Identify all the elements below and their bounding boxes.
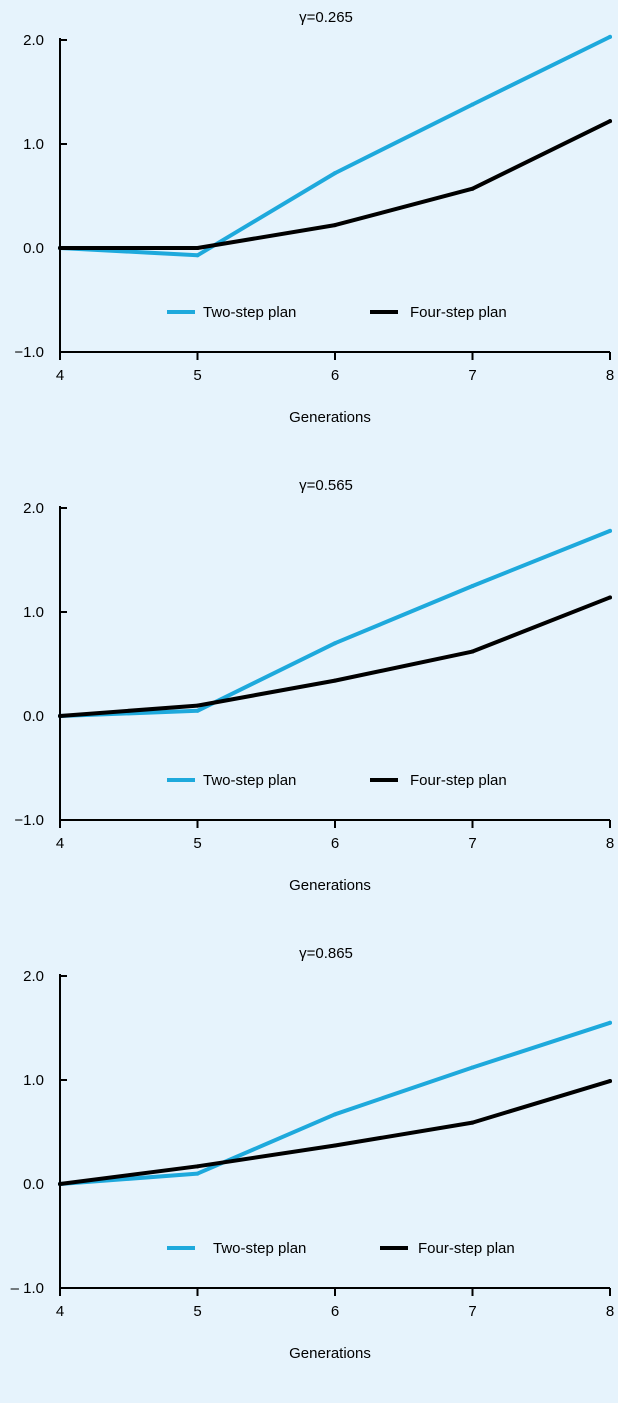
data-point [195,246,200,250]
data-point [333,171,337,176]
x-tick-label: 8 [606,367,614,384]
y-tick-label: 0.0 [23,240,44,257]
x-tick-label: 7 [468,835,476,852]
x-tick-label: 6 [331,1303,339,1320]
y-tick-label: 2.0 [23,500,44,517]
y-tick-label: 0.0 [23,1176,44,1193]
y-tick-label: 2.0 [23,968,44,985]
x-tick-label: 8 [606,835,614,852]
x-tick-label: 4 [56,835,64,852]
data-point [608,119,612,124]
y-tick-label: −1.0 [14,812,44,829]
x-tick-label: 5 [193,835,201,852]
x-tick-label: 8 [606,1303,614,1320]
data-point [195,703,200,708]
series-line-four-step-plan [58,119,612,250]
series-line-two-step-plan [58,1020,612,1186]
y-tick-label: −1.0 [14,344,44,361]
y-tick-label: 2.0 [23,32,44,49]
x-tick-label: 5 [193,1303,201,1320]
x-axis-label: Generations [289,877,371,894]
x-tick-label: 7 [468,1303,476,1320]
series-line-two-step-plan [58,34,612,258]
legend-label: Four-step plan [410,304,507,321]
legend-label: Two-step plan [203,304,296,321]
data-point [608,1020,612,1025]
data-point [608,528,612,533]
line-chart-2: γ=0.565 2.0 1.0 0.0 −1.0 4 5 6 7 8 Generations Two-… [14,477,614,894]
legend-label: Two-step plan [213,1240,306,1257]
data-point [333,223,337,228]
data-point [470,584,475,588]
series-line-four-step-plan [58,1079,612,1186]
data-point [470,186,475,191]
data-point [608,595,612,600]
y-tick-label: – 1.0 [11,1280,44,1297]
data-point [195,708,200,713]
data-point [195,1164,200,1169]
x-tick-label: 4 [56,367,64,384]
chart-title: γ=0.865 [299,945,353,962]
line-chart-1: γ=0.265 2.0 1.0 0.0 −1.0 4 5 6 7 8 Generations Two-… [14,9,614,426]
data-point [608,1079,612,1084]
legend-label: Four-step plan [410,772,507,789]
data-point [58,246,62,250]
chart-title: γ=0.565 [299,477,353,494]
y-tick-label: 0.0 [23,708,44,725]
data-point [470,1120,475,1125]
y-tick-label: 1.0 [23,1072,44,1089]
x-tick-label: 6 [331,367,339,384]
legend-label: Two-step plan [203,772,296,789]
x-tick-label: 6 [331,835,339,852]
y-tick-label: 1.0 [23,604,44,621]
data-point [333,678,337,683]
data-point [195,1171,200,1176]
series-line-two-step-plan [58,528,612,718]
legend-label: Four-step plan [418,1240,515,1257]
x-tick-label: 7 [468,367,476,384]
x-axis-label: Generations [289,409,371,426]
data-point [470,102,475,107]
data-point [608,34,612,39]
data-point [195,253,200,258]
data-point [470,1065,475,1070]
data-point [333,1143,337,1148]
data-point [470,649,475,654]
data-point [58,1182,62,1186]
x-tick-label: 4 [56,1303,64,1320]
x-axis-label: Generations [289,1345,371,1362]
series-line-four-step-plan [58,595,612,718]
y-tick-label: 1.0 [23,136,44,153]
data-point [58,714,62,718]
data-point [333,641,337,646]
x-tick-label: 5 [193,367,201,384]
line-chart-3: γ=0.865 2.0 1.0 0.0 – 1.0 4 5 6 7 8 Generations Two… [11,945,615,1362]
chart-title: γ=0.265 [299,9,353,26]
data-point [333,1112,337,1117]
